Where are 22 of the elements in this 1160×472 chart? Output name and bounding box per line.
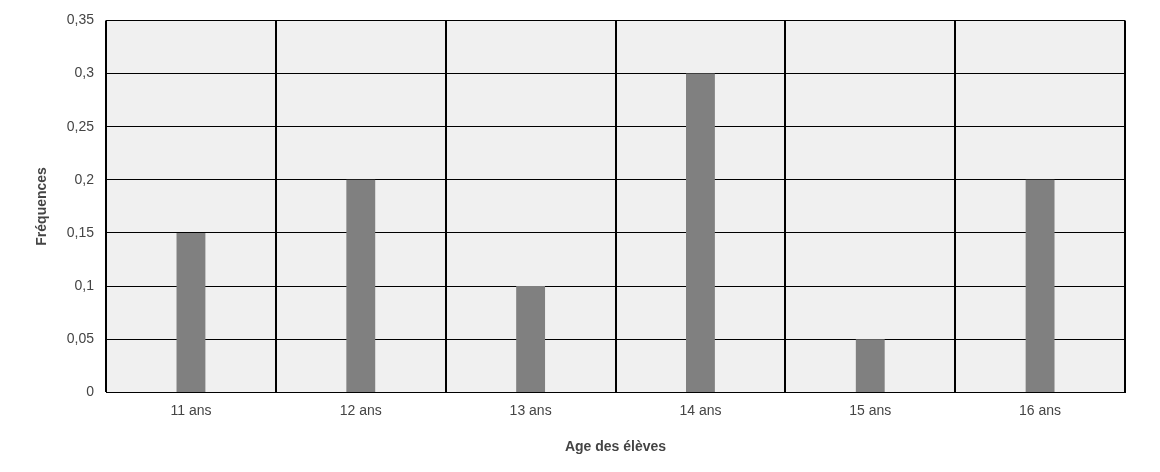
x-tick-label: 11 ans xyxy=(170,401,212,418)
bar xyxy=(346,179,376,392)
y-tick-label: 0,35 xyxy=(66,11,95,28)
bar xyxy=(176,232,206,392)
x-tick-label: 13 ans xyxy=(509,401,552,418)
y-tick-label: 0,3 xyxy=(74,64,95,81)
y-tick-label: 0,1 xyxy=(74,276,95,293)
y-axis-title: Fréquences xyxy=(33,166,50,246)
x-tick-label: 16 ans xyxy=(1019,401,1062,418)
bar xyxy=(686,73,715,392)
y-tick-label: 0,25 xyxy=(66,117,95,134)
x-axis-title: Age des élèves xyxy=(564,438,667,455)
bar xyxy=(516,286,546,392)
x-tick-label: 15 ans xyxy=(849,401,892,418)
y-tick-label: 0,15 xyxy=(66,223,95,240)
x-tick-label: 12 ans xyxy=(339,401,382,418)
x-tick-label: 14 ans xyxy=(679,401,722,418)
y-tick-label: 0,2 xyxy=(74,170,95,187)
y-tick-label: 0 xyxy=(86,383,95,400)
bar xyxy=(855,339,885,392)
y-tick-label: 0,05 xyxy=(66,330,95,347)
bar xyxy=(1025,179,1055,392)
